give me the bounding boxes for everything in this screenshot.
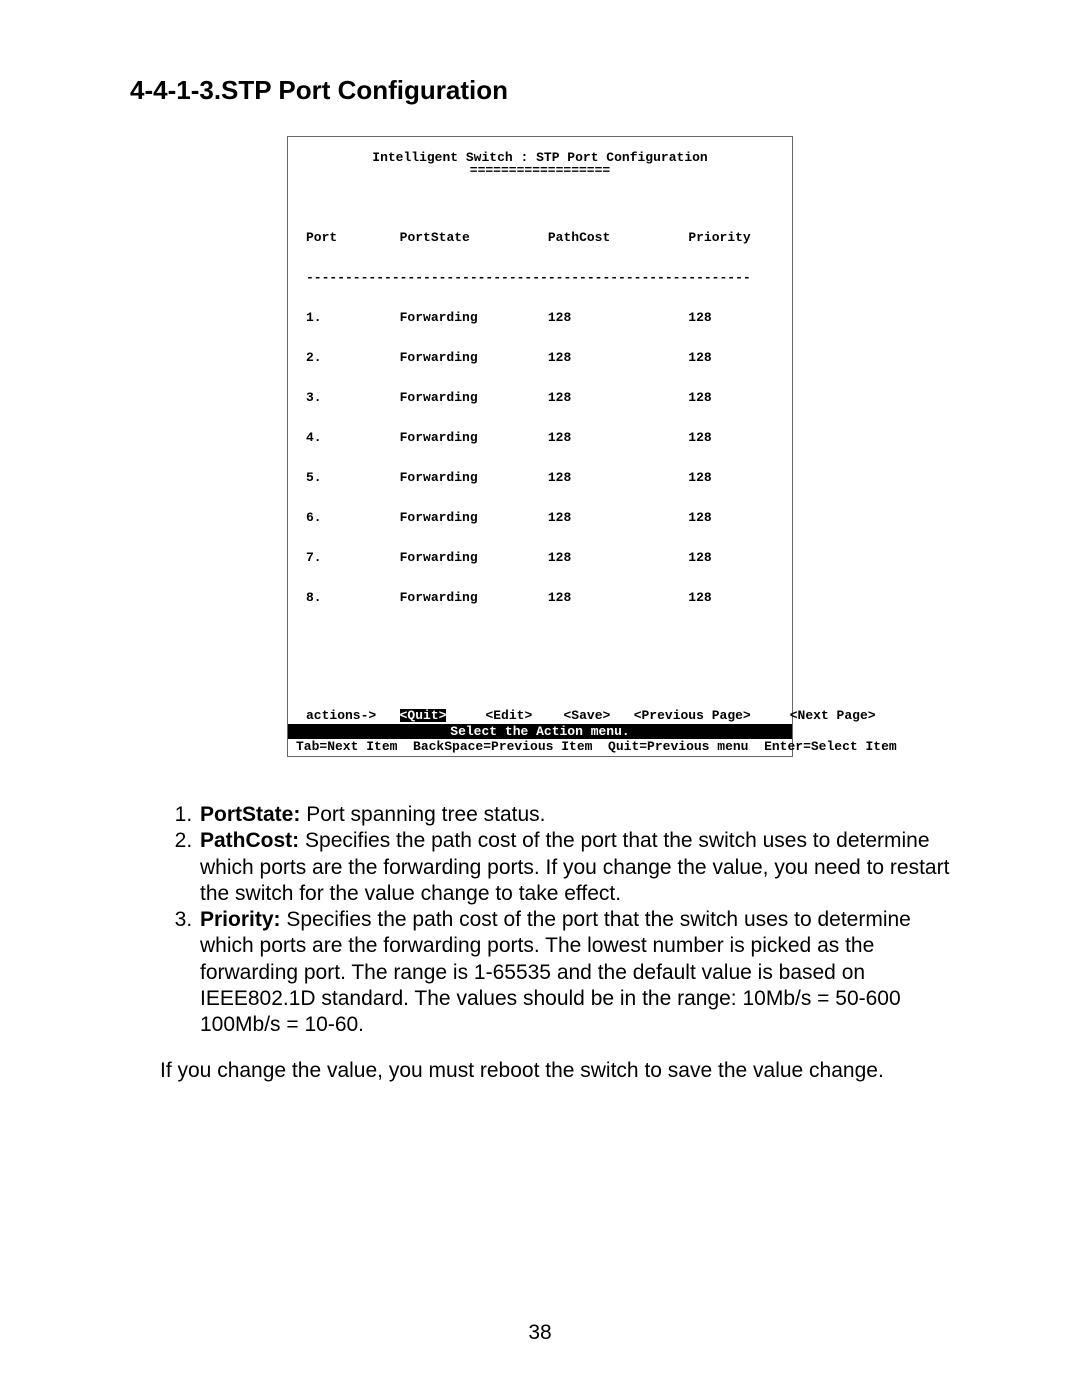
- quit-button[interactable]: <Quit>: [400, 709, 447, 722]
- term-text: Specifies the path cost of the port that…: [200, 829, 949, 905]
- terminal-help-bar: Select the Action menu.: [288, 724, 792, 739]
- term-label: Priority:: [200, 908, 281, 931]
- terminal-header-row: Port PortState PathCost Priority: [306, 231, 774, 244]
- table-row: 8. Forwarding 128 128: [306, 591, 774, 604]
- note-paragraph: If you change the value, you must reboot…: [160, 1058, 950, 1084]
- save-button[interactable]: <Save>: [563, 708, 610, 723]
- table-row: 3. Forwarding 128 128: [306, 391, 774, 404]
- table-row: 7. Forwarding 128 128: [306, 551, 774, 564]
- actions-label: actions->: [306, 708, 376, 723]
- terminal-divider: ----------------------------------------…: [306, 271, 774, 284]
- terminal-actions-row: actions-> <Quit> <Edit> <Save> <Previous…: [306, 709, 774, 722]
- list-item: PathCost: Specifies the path cost of the…: [198, 828, 950, 907]
- list-item: PortState: Port spanning tree status.: [198, 802, 950, 828]
- page-number: 38: [0, 1321, 1080, 1345]
- section-heading: 4-4-1-3.STP Port Configuration: [130, 75, 950, 106]
- term-label: PortState:: [200, 803, 300, 826]
- table-row: 5. Forwarding 128 128: [306, 471, 774, 484]
- term-text: Port spanning tree status.: [300, 803, 545, 826]
- term-label: PathCost:: [200, 829, 299, 852]
- table-row: 6. Forwarding 128 128: [306, 511, 774, 524]
- list-item: Priority: Specifies the path cost of the…: [198, 907, 950, 1038]
- next-page-button[interactable]: <Next Page>: [790, 708, 876, 723]
- edit-button[interactable]: <Edit>: [485, 708, 532, 723]
- definitions-list: PortState: Port spanning tree status. Pa…: [130, 802, 950, 1038]
- terminal-title-underline: ==================: [298, 164, 782, 177]
- table-row: 2. Forwarding 128 128: [306, 351, 774, 364]
- table-row: 4. Forwarding 128 128: [306, 431, 774, 444]
- term-text: Specifies the path cost of the port that…: [200, 908, 911, 1036]
- body-text: PortState: Port spanning tree status. Pa…: [130, 802, 950, 1085]
- table-row: 1. Forwarding 128 128: [306, 311, 774, 324]
- terminal-table: Port PortState PathCost Priority -------…: [306, 205, 774, 631]
- terminal-hints: Tab=Next Item BackSpace=Previous Item Qu…: [288, 739, 792, 756]
- terminal-screenshot: Intelligent Switch : STP Port Configurat…: [287, 136, 793, 757]
- prev-page-button[interactable]: <Previous Page>: [634, 708, 751, 723]
